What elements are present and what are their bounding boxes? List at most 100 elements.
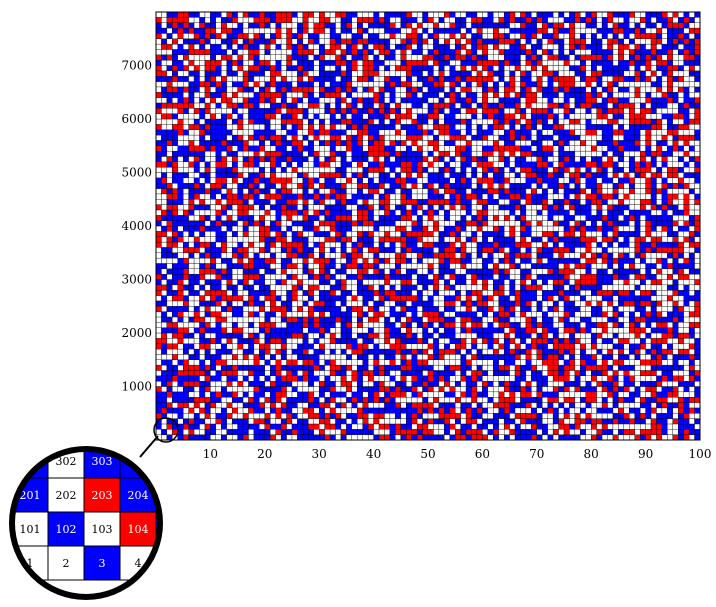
lattice-cell: [585, 306, 592, 312]
lattice-cell: [487, 386, 494, 393]
lattice-cell: [552, 338, 559, 344]
lattice-cell: [221, 343, 227, 350]
lattice-cell: [460, 263, 467, 269]
lattice-cell: [172, 215, 178, 221]
lattice-cell: [302, 316, 309, 323]
lattice-cell: [476, 434, 483, 441]
lattice-cell: [422, 391, 429, 398]
lattice-cell: [406, 391, 412, 398]
lattice-cell: [237, 370, 244, 376]
lattice-cell: [161, 257, 168, 264]
lattice-cell: [172, 354, 178, 360]
lattice-cell: [612, 183, 619, 189]
lattice-cell: [667, 359, 673, 366]
lattice-cell: [618, 284, 625, 291]
lattice-cell: [313, 273, 320, 280]
lattice-cell: [324, 188, 331, 195]
lattice-cell: [552, 375, 559, 382]
lattice-cell: [694, 407, 701, 414]
lattice-cell: [389, 231, 396, 237]
lattice-cell: [591, 306, 597, 312]
lattice-cell: [259, 359, 265, 366]
lattice-cell: [324, 359, 331, 366]
lattice-cell: [324, 263, 331, 269]
lattice-cell: [286, 402, 293, 409]
lattice-cell: [329, 306, 336, 312]
lattice-cell: [210, 332, 217, 339]
lattice-cell: [237, 434, 244, 441]
lattice-cell: [672, 343, 679, 350]
lattice-cell: [291, 290, 298, 296]
lattice-cell: [231, 188, 238, 195]
lattice-cell: [444, 354, 450, 360]
lattice-cell: [161, 177, 168, 184]
lattice-cell: [340, 429, 347, 435]
lattice-cell: [166, 322, 173, 328]
lattice-cell: [324, 300, 331, 307]
lattice-cell: [155, 257, 162, 264]
lattice-cell: [291, 295, 298, 302]
lattice-cell: [400, 263, 407, 269]
lattice-cell: [547, 273, 554, 280]
lattice-cell: [449, 252, 456, 259]
lattice-cell: [275, 220, 282, 227]
lattice-cell: [161, 172, 168, 179]
lattice-cell: [547, 306, 554, 312]
lattice-cell: [591, 268, 597, 275]
lattice-cell: [509, 434, 516, 441]
lattice-cell: [629, 338, 635, 344]
lattice-cell: [302, 380, 309, 387]
lattice-cell: [667, 177, 673, 184]
lattice-cell: [367, 215, 374, 221]
lattice-cell: [547, 268, 554, 275]
lattice-cell: [623, 225, 630, 232]
lattice-cell: [650, 423, 657, 430]
lattice-cell: [601, 252, 608, 259]
lattice-cell: [313, 306, 320, 312]
lattice-cell: [302, 209, 309, 216]
lattice-cell: [618, 413, 625, 419]
lattice-cell: [552, 220, 559, 227]
lattice-cell: [607, 306, 614, 312]
lattice-cell: [400, 172, 407, 179]
lattice-cell: [395, 348, 401, 355]
lattice-cell: [476, 332, 483, 339]
lattice-cell: [324, 311, 331, 318]
lattice-cell: [155, 397, 162, 403]
lattice-cell: [427, 386, 434, 393]
lattice-cell: [210, 306, 217, 312]
lattice-cell: [542, 172, 548, 179]
lattice-cell: [378, 295, 385, 302]
lattice-cell: [438, 386, 445, 393]
lattice-cell: [482, 429, 489, 435]
lattice-cell: [297, 263, 304, 269]
lattice-cell: [422, 257, 429, 264]
lattice-cell: [155, 332, 162, 339]
lattice-cell: [308, 311, 314, 318]
lattice-cell: [634, 311, 641, 318]
lattice-cell: [357, 183, 363, 189]
lattice-cell: [248, 343, 255, 350]
lattice-cell: [406, 247, 412, 253]
lattice-cell: [438, 252, 445, 259]
lattice-cell: [591, 418, 597, 425]
lattice-cell: [270, 231, 276, 237]
lattice-cell: [210, 193, 217, 200]
lattice-cell: [531, 263, 537, 269]
lattice-cell: [487, 247, 494, 253]
lattice-cell: [634, 177, 641, 184]
lattice-cell: [416, 183, 423, 189]
lattice-cell: [297, 209, 304, 216]
lattice-cell: [253, 220, 260, 227]
lattice-cell: [427, 193, 434, 200]
lattice-cell: [280, 231, 287, 237]
lattice-cell: [166, 386, 173, 393]
lattice-cell: [270, 188, 276, 195]
lattice-cell: [389, 306, 396, 312]
lattice-cell: [210, 183, 217, 189]
lattice-cell: [667, 236, 673, 243]
lattice-cell: [509, 199, 516, 205]
lattice-cell: [688, 284, 695, 291]
lattice-cell: [400, 354, 407, 360]
lattice-cell: [183, 273, 189, 280]
